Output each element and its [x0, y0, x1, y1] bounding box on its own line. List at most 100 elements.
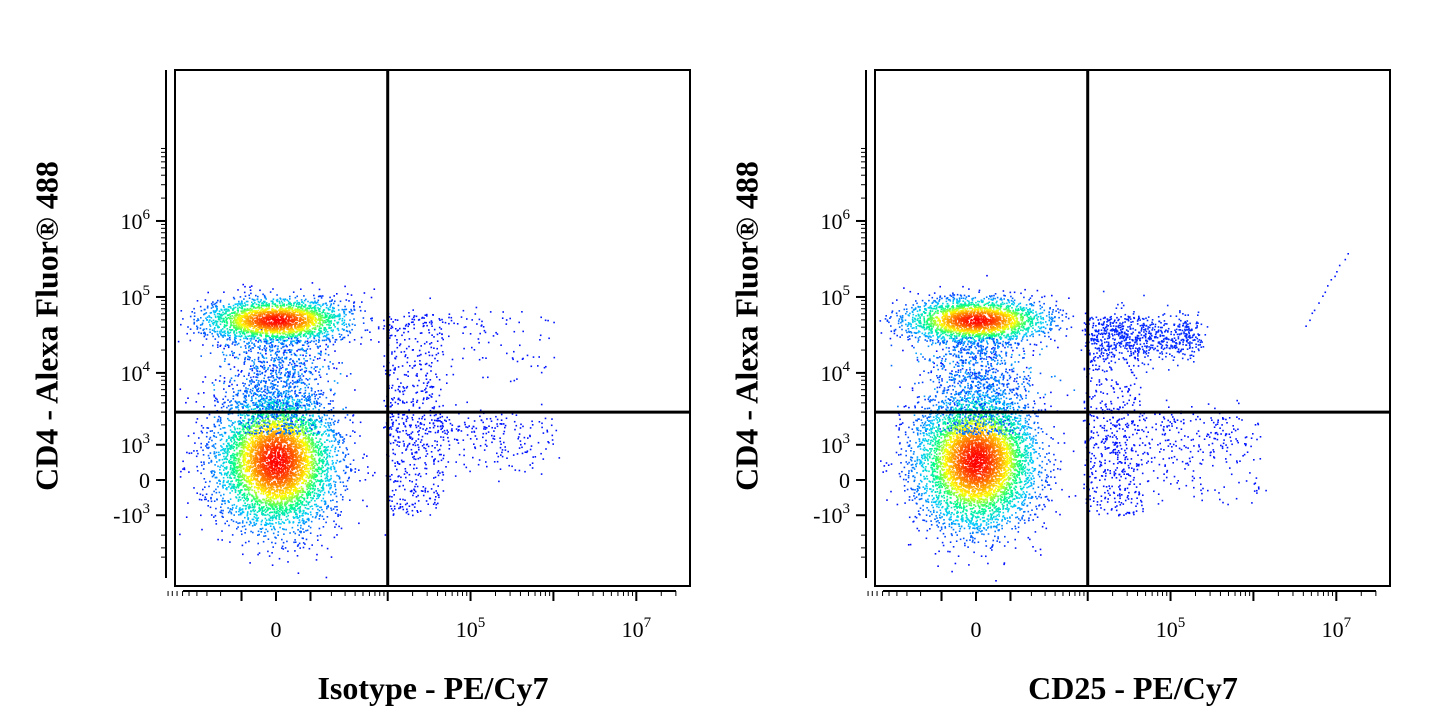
- event-dot: [206, 431, 208, 434]
- event-dot: [309, 448, 311, 451]
- event-dot: [325, 446, 328, 449]
- event-dot: [254, 506, 256, 508]
- event-dot: [270, 473, 272, 475]
- event-dot: [308, 430, 311, 432]
- event-dot: [256, 450, 259, 452]
- event-dot: [317, 450, 320, 452]
- event-dot: [264, 492, 267, 495]
- event-dot: [340, 493, 342, 496]
- event-dot: [326, 460, 329, 462]
- event-dot: [294, 541, 297, 543]
- event-dot: [236, 441, 238, 444]
- event-dot: [311, 497, 314, 500]
- event-dot: [213, 394, 215, 397]
- event-dot: [329, 400, 332, 402]
- event-dot: [303, 454, 306, 456]
- event-dot: [297, 443, 299, 445]
- event-dot: [264, 456, 266, 458]
- event-dot: [235, 478, 238, 481]
- event-dot: [243, 525, 246, 527]
- event-dot: [278, 447, 281, 449]
- event-dot: [226, 520, 228, 522]
- event-dot: [323, 491, 326, 494]
- event-dot: [202, 468, 205, 470]
- event-dot: [195, 401, 198, 403]
- event-dot: [279, 461, 281, 464]
- event-dot: [288, 428, 291, 431]
- event-dot: [253, 516, 256, 518]
- event-dot: [302, 546, 305, 549]
- event-dot: [307, 436, 310, 438]
- event-dot: [318, 527, 321, 530]
- event-dot: [294, 539, 296, 541]
- event-dot: [345, 447, 348, 449]
- event-dot: [292, 383, 294, 385]
- event-dot: [250, 430, 252, 433]
- event-dot: [258, 552, 261, 554]
- event-dot: [271, 476, 274, 478]
- event-dot: [240, 450, 242, 452]
- event-dot: [303, 464, 306, 467]
- event-dot: [295, 471, 297, 473]
- event-dot: [310, 403, 313, 405]
- event-dot: [287, 495, 290, 497]
- event-dot: [260, 463, 262, 466]
- event-dot: [251, 443, 254, 446]
- event-dot: [298, 503, 301, 505]
- event-dot: [324, 477, 327, 480]
- event-dot: [272, 402, 275, 405]
- event-dot: [250, 365, 252, 367]
- event-dot: [229, 448, 232, 450]
- event-dot: [207, 441, 210, 443]
- event-dot: [296, 468, 298, 470]
- event-dot: [213, 432, 216, 434]
- event-dot: [292, 407, 294, 409]
- event-dot: [310, 513, 312, 516]
- event-dot: [265, 448, 268, 450]
- event-dot: [247, 477, 249, 480]
- event-dot: [282, 471, 284, 473]
- event-dot: [272, 546, 274, 548]
- event-dot: [322, 489, 325, 491]
- event-dot: [288, 481, 291, 484]
- event-dot: [237, 498, 240, 501]
- event-dot: [238, 496, 241, 499]
- event-dot: [287, 435, 290, 438]
- event-dot: [204, 486, 206, 488]
- event-dot: [299, 496, 301, 498]
- event-dot: [262, 480, 265, 483]
- event-dot: [241, 434, 244, 436]
- event-dot: [241, 525, 244, 528]
- event-dot: [228, 419, 230, 422]
- event-dot: [264, 471, 267, 473]
- event-dot: [274, 438, 277, 440]
- event-dot: [254, 384, 257, 387]
- event-dot: [277, 443, 280, 446]
- event-dot: [314, 420, 317, 423]
- event-dot: [307, 468, 310, 470]
- event-dot: [248, 438, 250, 440]
- event-dot: [311, 464, 313, 466]
- event-dot: [261, 469, 263, 471]
- event-dot: [267, 463, 270, 465]
- event-dot: [316, 535, 319, 537]
- event-dot: [312, 485, 314, 487]
- event-dot: [322, 466, 324, 469]
- event-dot: [325, 476, 328, 478]
- event-dot: [257, 445, 259, 447]
- event-dot: [270, 489, 273, 491]
- event-dot: [210, 496, 212, 499]
- event-dot: [255, 517, 257, 519]
- event-dot: [297, 524, 299, 527]
- event-dot: [247, 374, 250, 377]
- event-dot: [218, 459, 221, 462]
- event-dot: [306, 447, 309, 450]
- event-dot: [293, 406, 296, 409]
- event-dot: [285, 510, 288, 512]
- event-dot: [304, 448, 306, 451]
- event-dot: [333, 393, 335, 396]
- event-dot: [272, 449, 274, 452]
- event-dot: [259, 465, 261, 468]
- event-dot: [254, 513, 257, 516]
- event-dot: [270, 517, 272, 519]
